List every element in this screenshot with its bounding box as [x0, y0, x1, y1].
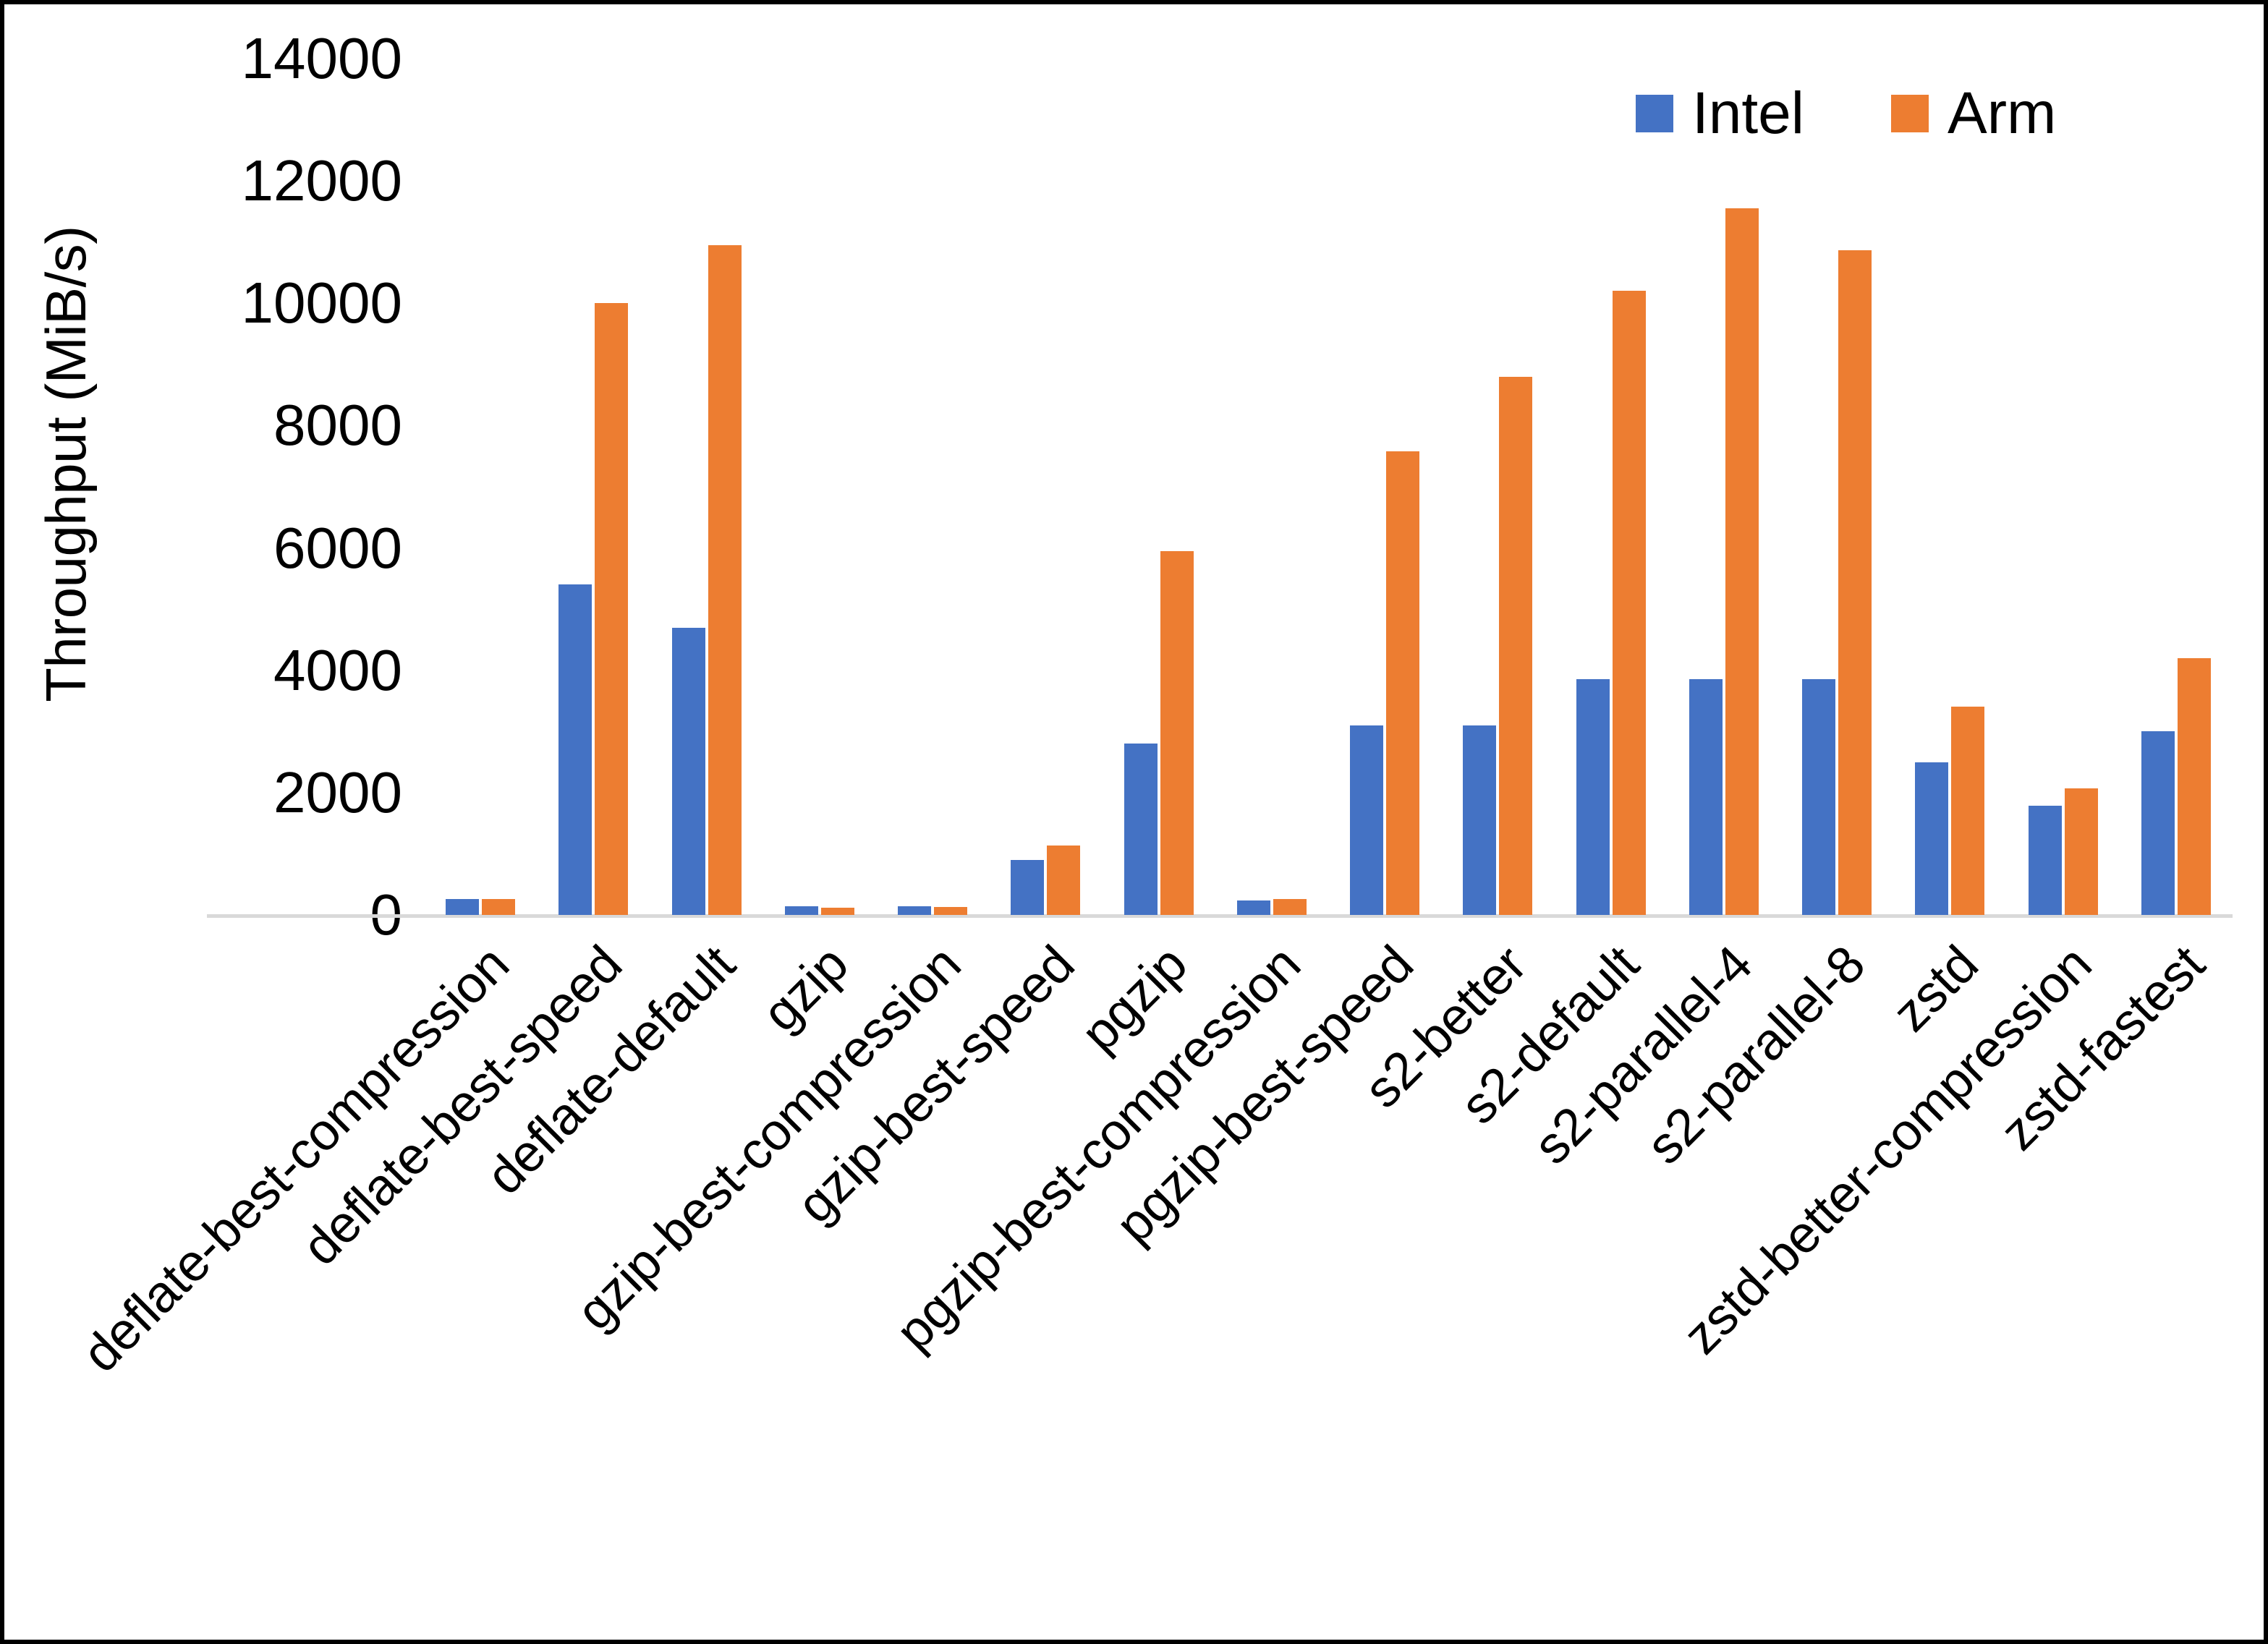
bar-group [989, 59, 1102, 915]
bar-intel[interactable] [784, 906, 818, 915]
bar-intel[interactable] [2028, 806, 2062, 915]
bar-arm[interactable] [1951, 707, 1985, 915]
y-axis-title-wrapper: Throughput (MiB/s) [26, 4, 106, 923]
bar-group [650, 59, 763, 915]
bar-group [1328, 59, 1441, 915]
bar-intel[interactable] [1236, 900, 1270, 915]
bar-group [2120, 59, 2233, 915]
bar-arm[interactable] [1725, 208, 1759, 915]
x-tick-cell: deflate-best-compression [72, 927, 537, 1384]
bar-arm[interactable] [1838, 250, 1872, 915]
legend-label-intel: Intel [1692, 80, 1804, 146]
bar-intel[interactable] [1802, 679, 1836, 915]
legend-item-arm[interactable]: Arm [1891, 84, 2056, 143]
plot-area [207, 59, 2233, 918]
y-tick-label: 12000 [241, 148, 402, 213]
bar-group [1215, 59, 1328, 915]
y-tick-label: 2000 [273, 759, 402, 825]
bar-intel[interactable] [1350, 725, 1384, 915]
bar-arm[interactable] [1499, 376, 1533, 915]
x-tick-label: deflate-best-compression [71, 934, 520, 1384]
y-axis-tick-labels: 14000 12000 10000 8000 6000 4000 2000 0 [98, 30, 402, 944]
bar-group [1555, 59, 1668, 915]
x-tick-cell: s2-parallel-8 [1636, 927, 1893, 1175]
x-axis-tick-labels: deflate-best-compression deflate-best-spe… [72, 927, 2233, 1384]
legend-item-intel[interactable]: Intel [1636, 84, 1804, 143]
legend-label-arm: Arm [1948, 80, 2057, 146]
bar-intel[interactable] [1576, 679, 1610, 915]
bar-arm[interactable] [1047, 846, 1081, 915]
y-axis-title: Throughput (MiB/s) [33, 225, 98, 702]
bar-arm[interactable] [1273, 899, 1307, 915]
bar-intel[interactable] [1915, 762, 1949, 915]
x-tick-cell: s2-default [1450, 927, 1668, 1136]
bar-arm[interactable] [595, 303, 629, 915]
legend-swatch-intel [1636, 95, 1673, 132]
x-tick-cell: gzip [752, 927, 876, 1043]
bar-intel[interactable] [446, 899, 480, 915]
bar-arm[interactable] [820, 907, 854, 915]
y-tick-label: 6000 [273, 515, 402, 580]
x-tick-cell: s2-parallel-4 [1523, 927, 1780, 1175]
bar-arm[interactable] [2177, 657, 2211, 915]
bar-group [424, 59, 537, 915]
y-tick-label: 8000 [273, 393, 402, 458]
bar-intel[interactable] [1463, 725, 1497, 915]
y-tick-label: 10000 [241, 271, 402, 336]
x-tick-cell: deflate-best-speed [292, 927, 650, 1277]
y-tick-label: 14000 [241, 26, 402, 90]
bar-arm[interactable] [708, 244, 742, 915]
bar-group [876, 59, 989, 915]
x-tick-cell: pgzip [1071, 927, 1215, 1063]
x-tick-cell: pgzip-best-compression [885, 927, 1328, 1361]
bar-intel[interactable] [898, 906, 932, 915]
x-axis-line [207, 914, 2233, 918]
bar-group [763, 59, 876, 915]
x-tick-cell: pgzip-best-speed [1105, 927, 1441, 1254]
x-tick-cell: gzip-best-speed [786, 927, 1102, 1235]
bar-arm[interactable] [1160, 550, 1194, 915]
bar-intel[interactable] [2141, 731, 2175, 915]
legend-swatch-arm [1891, 95, 1929, 132]
bar-group [1780, 59, 1893, 915]
bar-group [1103, 59, 1215, 915]
bar-group [1441, 59, 1554, 915]
bar-group [1893, 59, 2006, 915]
bar-group [537, 59, 650, 915]
bar-group [2007, 59, 2120, 915]
x-tick-cell: s2-better [1354, 927, 1554, 1119]
bar-intel[interactable] [1689, 679, 1723, 915]
x-tick-cell: zstd [1882, 927, 2006, 1043]
bar-arm[interactable] [1612, 291, 1646, 915]
chart-legend: Intel Arm [1636, 84, 2056, 143]
bar-arm[interactable] [2064, 788, 2098, 915]
x-tick-cell: zstd-fastest [1989, 927, 2233, 1162]
x-tick-cell: gzip-best-compression [566, 927, 989, 1341]
y-tick-label: 4000 [273, 637, 402, 702]
bar-arm[interactable] [482, 899, 516, 915]
x-tick-cell: zstd-better-compression [1673, 927, 2120, 1366]
bar-arm[interactable] [1386, 451, 1420, 915]
x-tick-cell: deflate-default [475, 927, 763, 1206]
bar-group [1668, 59, 1780, 915]
bar-groups [424, 59, 2233, 915]
bar-intel[interactable] [671, 627, 705, 915]
bar-intel[interactable] [558, 584, 593, 915]
bar-intel[interactable] [1011, 859, 1045, 915]
bar-intel[interactable] [1124, 744, 1158, 915]
bar-arm[interactable] [934, 907, 968, 915]
